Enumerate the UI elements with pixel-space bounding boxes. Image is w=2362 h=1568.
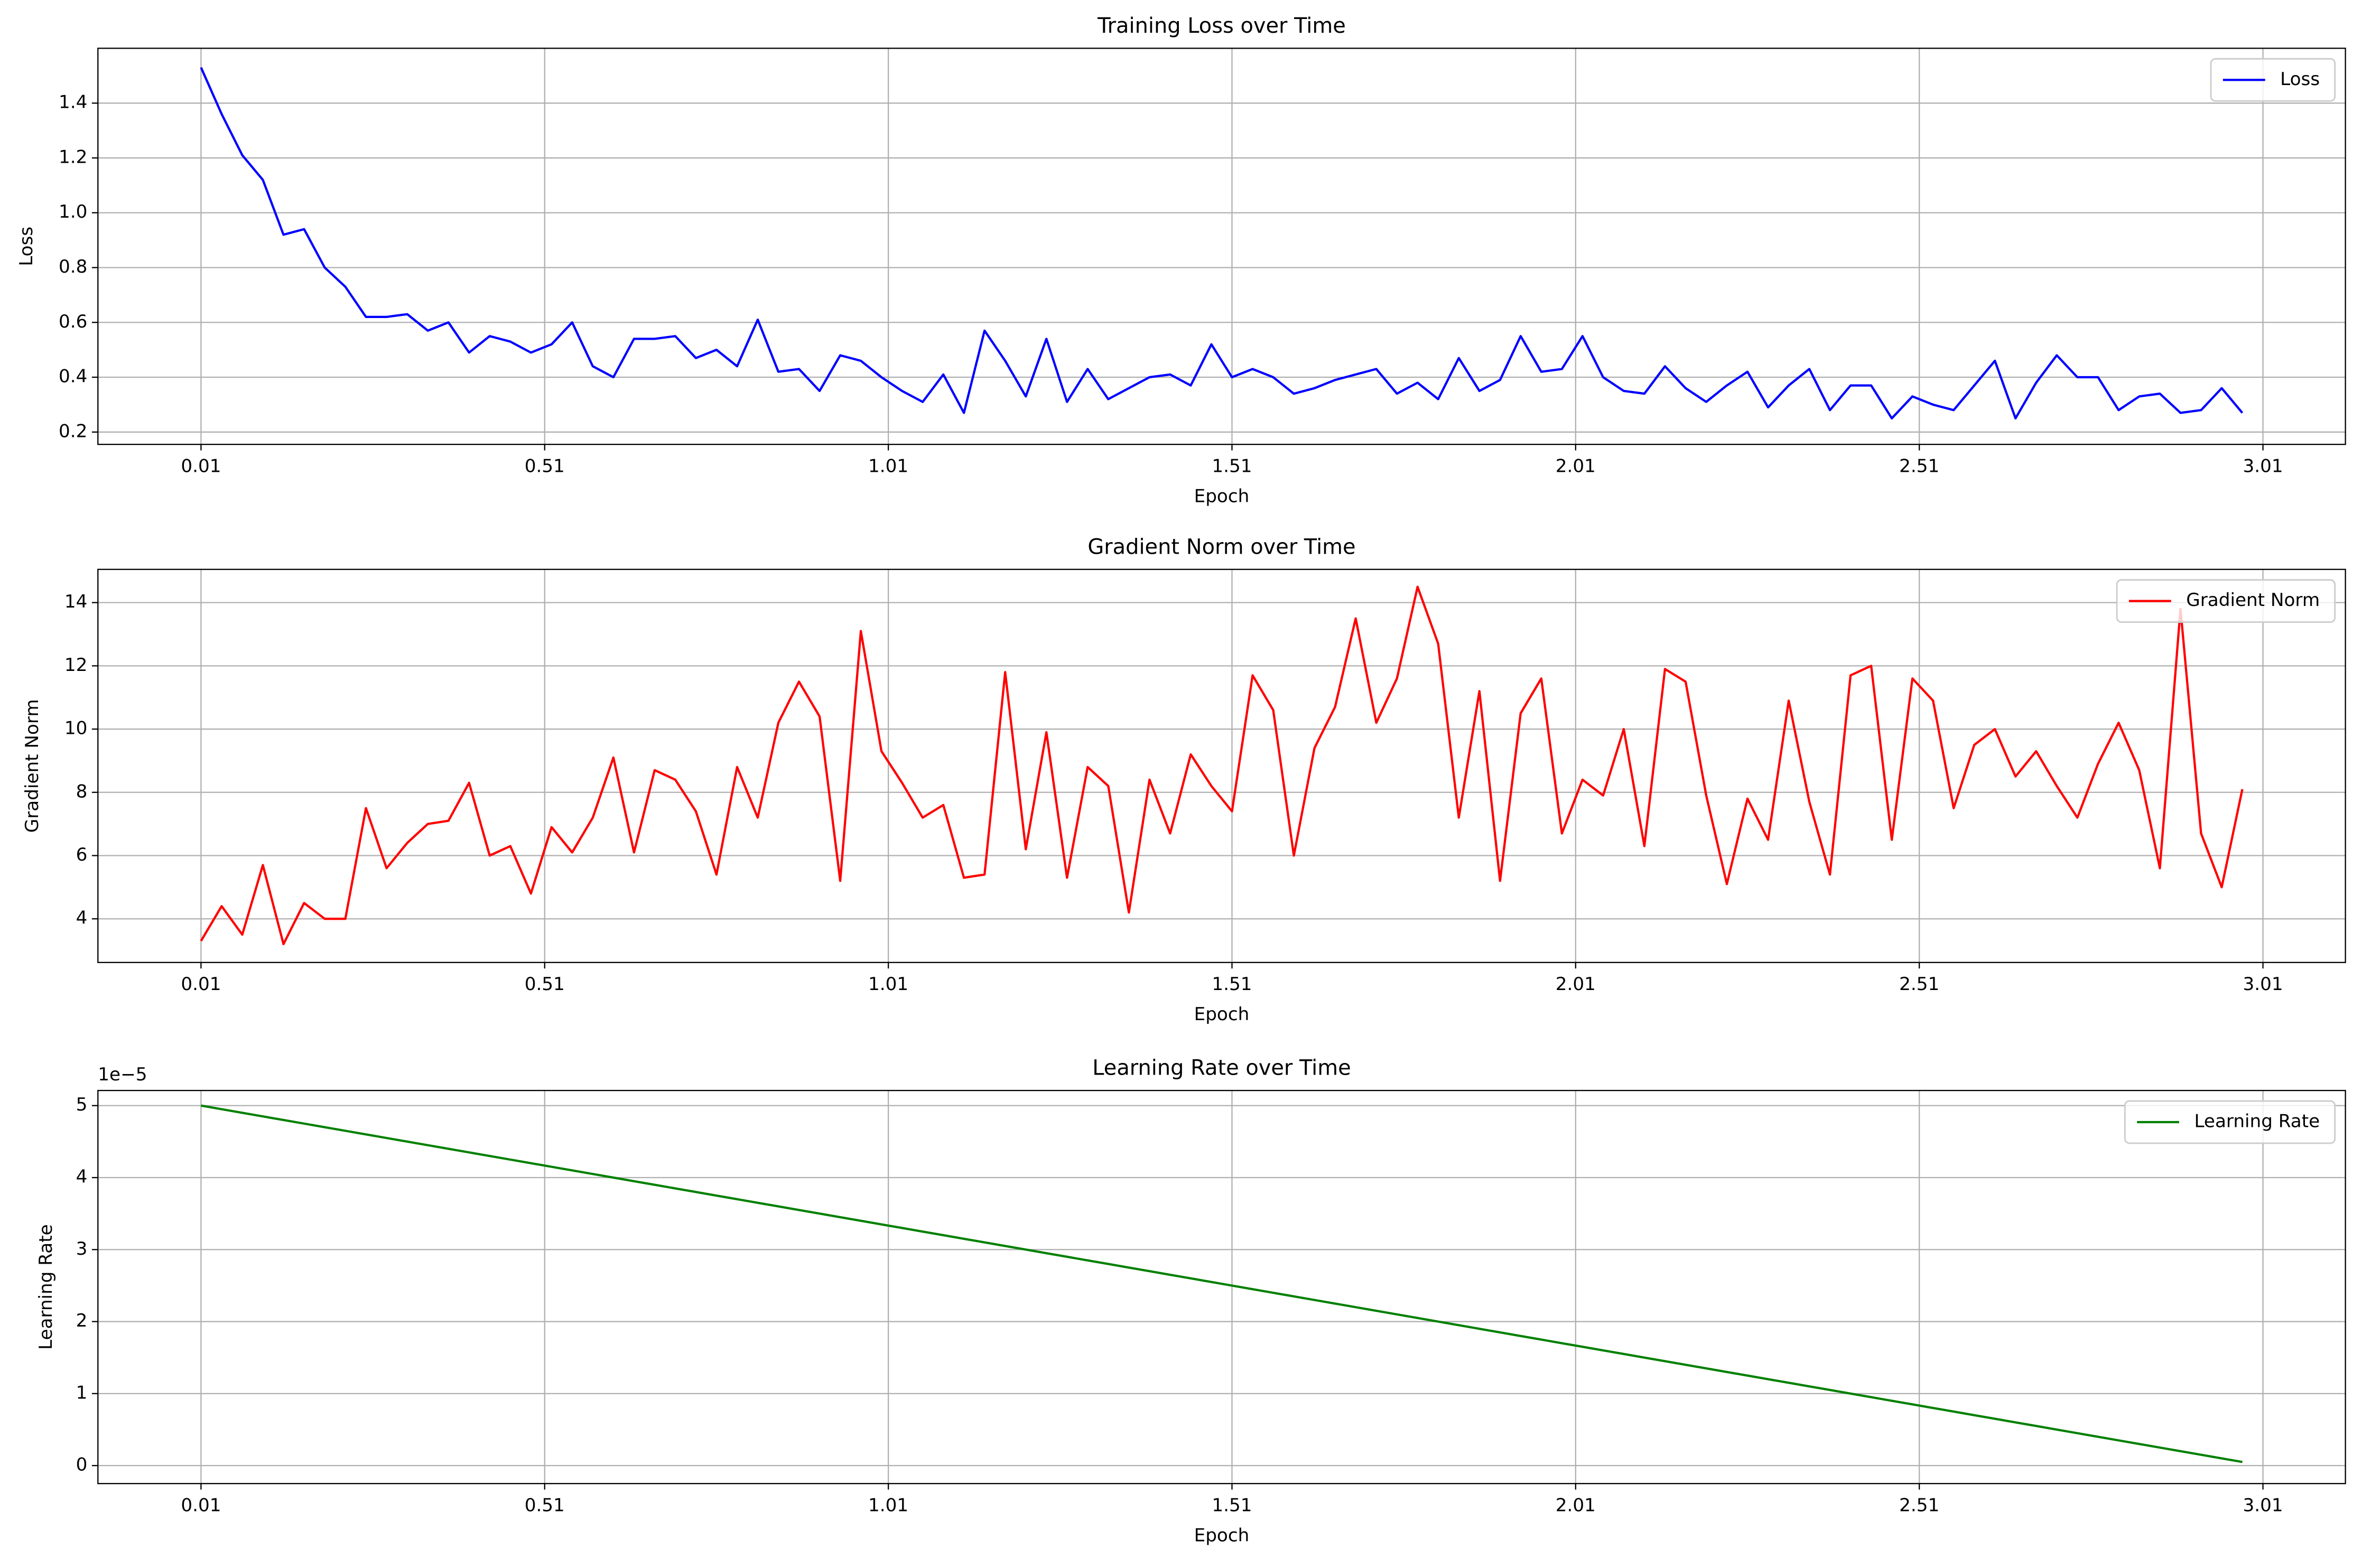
y-tick-label: 0 bbox=[76, 1454, 88, 1476]
data-line bbox=[201, 1104, 2243, 1463]
x-tick-label: 0.01 bbox=[181, 974, 221, 995]
x-tick-label: 0.51 bbox=[525, 1495, 565, 1516]
y-tick-label: 4 bbox=[76, 1166, 88, 1188]
legend-box bbox=[2210, 58, 2336, 102]
x-tick-label: 3.01 bbox=[2243, 455, 2283, 477]
legend-label: Loss bbox=[2280, 69, 2320, 90]
x-tick-label: 1.01 bbox=[868, 1495, 908, 1516]
chart-title: Gradient Norm over Time bbox=[1087, 535, 1355, 559]
x-tick-label: 3.01 bbox=[2243, 1495, 2283, 1516]
y-tick-label: 6 bbox=[76, 844, 88, 865]
y-axis-label: Learning Rate bbox=[35, 1224, 57, 1350]
y-tick-label: 1.4 bbox=[59, 92, 87, 113]
y-tick-label: 8 bbox=[76, 781, 88, 802]
x-tick-label: 2.01 bbox=[1556, 1495, 1596, 1516]
legend: Gradient Norm bbox=[2116, 579, 2336, 623]
legend-label: Gradient Norm bbox=[2186, 590, 2320, 611]
data-line bbox=[200, 585, 2244, 946]
subplot: 0.01 0.51 1.01 1.51 2.01 2.51 3.01 4 6 8 10 12 14 bbox=[64, 569, 2346, 995]
x-axis-label: Epoch bbox=[1194, 486, 1250, 507]
legend: Loss bbox=[2210, 58, 2336, 102]
y-tick-label: 14 bbox=[64, 591, 88, 612]
x-tick-label: 0.01 bbox=[181, 455, 221, 477]
x-tick-label: 2.01 bbox=[1556, 455, 1596, 477]
y-tick-label: 5 bbox=[76, 1094, 88, 1115]
x-tick-label: 0.51 bbox=[525, 455, 565, 477]
y-tick-label: 12 bbox=[64, 655, 88, 676]
y-tick-label: 0.4 bbox=[59, 366, 87, 387]
subplot: 0.01 0.51 1.01 1.51 2.01 2.51 3.01 0.2 0.4 0.6 0.8… bbox=[59, 48, 2346, 477]
x-tick-label: 1.51 bbox=[1212, 1495, 1252, 1516]
y-tick-label: 3 bbox=[76, 1238, 88, 1259]
y-tick-label: 0.2 bbox=[59, 421, 87, 442]
legend: Learning Rate bbox=[2124, 1100, 2336, 1144]
x-tick-label: 0.01 bbox=[181, 1495, 221, 1516]
x-tick-label: 1.51 bbox=[1212, 455, 1252, 477]
y-tick-label: 1.2 bbox=[59, 146, 87, 167]
axes-frame bbox=[97, 1089, 2346, 1485]
y-tick-label: 1 bbox=[76, 1382, 88, 1403]
chart-title: Training Loss over Time bbox=[1097, 14, 1346, 38]
y-tick-label: 4 bbox=[76, 908, 88, 929]
x-tick-label: 2.51 bbox=[1899, 455, 1939, 477]
y-tick-label: 0.6 bbox=[59, 311, 87, 332]
x-tick-label: 1.01 bbox=[868, 455, 908, 477]
legend-box bbox=[2124, 1100, 2336, 1144]
subplot: 0.01 0.51 1.01 1.51 2.01 2.51 3.01 0 1 2 3 4 5 bbox=[76, 1090, 2346, 1516]
y-tick-label: 2 bbox=[76, 1310, 88, 1331]
axes-frame bbox=[97, 568, 2346, 963]
chart-title: Learning Rate over Time bbox=[1092, 1056, 1351, 1080]
legend-box bbox=[2116, 579, 2336, 623]
y-axis-label: Loss bbox=[16, 227, 37, 266]
x-tick-label: 3.01 bbox=[2243, 974, 2283, 995]
x-tick-label: 1.51 bbox=[1212, 974, 1252, 995]
x-axis-label: Epoch bbox=[1194, 1525, 1250, 1546]
data-line bbox=[200, 67, 2244, 420]
legend-label: Learning Rate bbox=[2194, 1110, 2320, 1132]
x-tick-label: 2.01 bbox=[1556, 974, 1596, 995]
y-axis-label: Gradient Norm bbox=[22, 699, 43, 833]
y-tick-label: 1.0 bbox=[59, 201, 87, 222]
x-tick-label: 1.01 bbox=[868, 974, 908, 995]
y-tick-label: 10 bbox=[64, 718, 88, 739]
x-axis-label: Epoch bbox=[1194, 1004, 1250, 1025]
x-tick-label: 2.51 bbox=[1899, 974, 1939, 995]
x-tick-label: 2.51 bbox=[1899, 1495, 1939, 1516]
y-tick-label: 0.8 bbox=[59, 256, 87, 277]
y-offset-label: 1e−5 bbox=[98, 1064, 147, 1085]
x-tick-label: 0.51 bbox=[525, 974, 565, 995]
axes-frame bbox=[97, 48, 2346, 445]
